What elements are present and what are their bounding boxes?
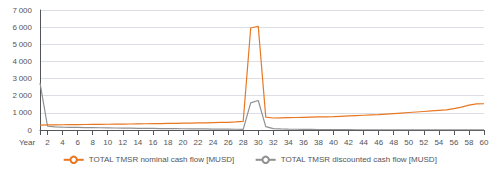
svg-text:40: 40 [329, 138, 338, 147]
svg-text:3 000: 3 000 [13, 74, 33, 83]
svg-text:1 000: 1 000 [13, 108, 33, 117]
svg-text:44: 44 [359, 138, 368, 147]
svg-text:2 000: 2 000 [13, 91, 33, 100]
svg-text:5 000: 5 000 [13, 40, 33, 49]
svg-text:56: 56 [449, 138, 458, 147]
svg-text:0: 0 [28, 126, 33, 135]
svg-text:12: 12 [118, 138, 127, 147]
svg-text:18: 18 [163, 138, 172, 147]
svg-text:TOTAL TMSR nominal cash flow [: TOTAL TMSR nominal cash flow [MUSD] [89, 155, 235, 164]
svg-text:30: 30 [254, 138, 263, 147]
svg-text:8: 8 [90, 138, 95, 147]
svg-text:36: 36 [299, 138, 308, 147]
svg-text:2: 2 [45, 138, 50, 147]
svg-text:42: 42 [344, 138, 353, 147]
svg-text:52: 52 [419, 138, 428, 147]
svg-text:32: 32 [269, 138, 278, 147]
svg-text:58: 58 [464, 138, 473, 147]
svg-text:48: 48 [389, 138, 398, 147]
svg-text:26: 26 [224, 138, 233, 147]
svg-text:6: 6 [75, 138, 80, 147]
svg-text:10: 10 [103, 138, 112, 147]
svg-text:54: 54 [434, 138, 443, 147]
svg-text:TOTAL TMSR discounted cash flo: TOTAL TMSR discounted cash flow [MUSD] [281, 155, 437, 164]
svg-text:16: 16 [148, 138, 157, 147]
svg-text:38: 38 [314, 138, 323, 147]
svg-text:46: 46 [374, 138, 383, 147]
svg-text:60: 60 [480, 138, 489, 147]
svg-text:14: 14 [133, 138, 142, 147]
svg-text:Year: Year [19, 138, 36, 147]
svg-text:28: 28 [239, 138, 248, 147]
svg-text:7 000: 7 000 [13, 6, 33, 15]
svg-text:34: 34 [284, 138, 293, 147]
svg-text:4: 4 [60, 138, 65, 147]
svg-text:4 000: 4 000 [13, 57, 33, 66]
svg-text:22: 22 [194, 138, 203, 147]
svg-text:50: 50 [404, 138, 413, 147]
svg-text:6 000: 6 000 [13, 23, 33, 32]
svg-text:20: 20 [179, 138, 188, 147]
svg-text:24: 24 [209, 138, 218, 147]
